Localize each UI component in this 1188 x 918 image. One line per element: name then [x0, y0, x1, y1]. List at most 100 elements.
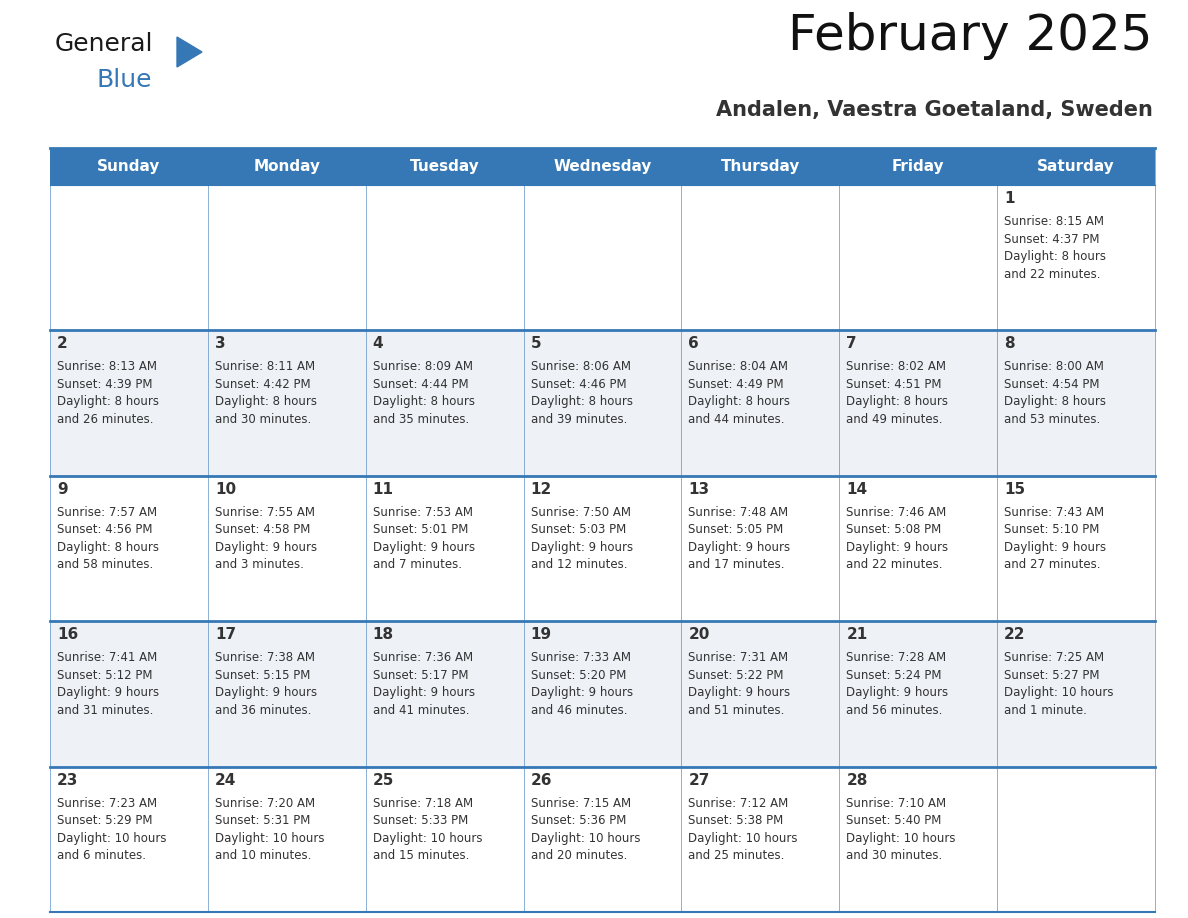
Text: Sunrise: 7:48 AM
Sunset: 5:05 PM
Daylight: 9 hours
and 17 minutes.: Sunrise: 7:48 AM Sunset: 5:05 PM Dayligh…: [688, 506, 790, 571]
Text: Sunrise: 7:36 AM
Sunset: 5:17 PM
Daylight: 9 hours
and 41 minutes.: Sunrise: 7:36 AM Sunset: 5:17 PM Dayligh…: [373, 651, 475, 717]
Text: Sunrise: 7:15 AM
Sunset: 5:36 PM
Daylight: 10 hours
and 20 minutes.: Sunrise: 7:15 AM Sunset: 5:36 PM Dayligh…: [531, 797, 640, 862]
Text: 8: 8: [1004, 336, 1015, 352]
Text: Saturday: Saturday: [1037, 159, 1116, 174]
Text: Thursday: Thursday: [721, 159, 800, 174]
Bar: [524, 767, 682, 912]
Bar: [682, 185, 839, 330]
Text: Wednesday: Wednesday: [554, 159, 652, 174]
Text: 26: 26: [531, 773, 552, 788]
Text: 14: 14: [846, 482, 867, 497]
Text: 24: 24: [215, 773, 236, 788]
Text: Sunrise: 7:46 AM
Sunset: 5:08 PM
Daylight: 9 hours
and 22 minutes.: Sunrise: 7:46 AM Sunset: 5:08 PM Dayligh…: [846, 506, 948, 571]
Bar: [50, 621, 208, 767]
Text: 18: 18: [373, 627, 394, 643]
Bar: [524, 330, 682, 476]
Text: 10: 10: [215, 482, 236, 497]
Text: Sunrise: 8:09 AM
Sunset: 4:44 PM
Daylight: 8 hours
and 35 minutes.: Sunrise: 8:09 AM Sunset: 4:44 PM Dayligh…: [373, 361, 475, 426]
Bar: [50, 330, 208, 476]
Text: 16: 16: [57, 627, 78, 643]
Text: Sunrise: 7:23 AM
Sunset: 5:29 PM
Daylight: 10 hours
and 6 minutes.: Sunrise: 7:23 AM Sunset: 5:29 PM Dayligh…: [57, 797, 166, 862]
Text: 13: 13: [688, 482, 709, 497]
Bar: [682, 330, 839, 476]
Bar: [839, 767, 997, 912]
Text: 3: 3: [215, 336, 226, 352]
Text: 4: 4: [373, 336, 384, 352]
Text: 7: 7: [846, 336, 857, 352]
Text: Sunrise: 7:20 AM
Sunset: 5:31 PM
Daylight: 10 hours
and 10 minutes.: Sunrise: 7:20 AM Sunset: 5:31 PM Dayligh…: [215, 797, 324, 862]
Text: Sunrise: 7:43 AM
Sunset: 5:10 PM
Daylight: 9 hours
and 27 minutes.: Sunrise: 7:43 AM Sunset: 5:10 PM Dayligh…: [1004, 506, 1106, 571]
Text: 11: 11: [373, 482, 393, 497]
Text: 28: 28: [846, 773, 867, 788]
Text: General: General: [55, 32, 153, 56]
Bar: [366, 767, 524, 912]
Bar: [366, 621, 524, 767]
Text: Monday: Monday: [253, 159, 321, 174]
Bar: [366, 185, 524, 330]
Bar: [997, 476, 1155, 621]
Bar: [839, 185, 997, 330]
Text: Sunrise: 8:13 AM
Sunset: 4:39 PM
Daylight: 8 hours
and 26 minutes.: Sunrise: 8:13 AM Sunset: 4:39 PM Dayligh…: [57, 361, 159, 426]
Text: 1: 1: [1004, 191, 1015, 206]
Text: Sunrise: 7:25 AM
Sunset: 5:27 PM
Daylight: 10 hours
and 1 minute.: Sunrise: 7:25 AM Sunset: 5:27 PM Dayligh…: [1004, 651, 1113, 717]
Text: Sunrise: 7:12 AM
Sunset: 5:38 PM
Daylight: 10 hours
and 25 minutes.: Sunrise: 7:12 AM Sunset: 5:38 PM Dayligh…: [688, 797, 798, 862]
Text: 6: 6: [688, 336, 700, 352]
Text: 2: 2: [57, 336, 68, 352]
Text: Blue: Blue: [97, 68, 152, 92]
Bar: [839, 330, 997, 476]
Text: Sunrise: 7:38 AM
Sunset: 5:15 PM
Daylight: 9 hours
and 36 minutes.: Sunrise: 7:38 AM Sunset: 5:15 PM Dayligh…: [215, 651, 317, 717]
Bar: [839, 621, 997, 767]
Text: Friday: Friday: [892, 159, 944, 174]
Text: Sunrise: 8:02 AM
Sunset: 4:51 PM
Daylight: 8 hours
and 49 minutes.: Sunrise: 8:02 AM Sunset: 4:51 PM Dayligh…: [846, 361, 948, 426]
Bar: [208, 330, 366, 476]
Text: Andalen, Vaestra Goetaland, Sweden: Andalen, Vaestra Goetaland, Sweden: [716, 100, 1154, 120]
Bar: [208, 767, 366, 912]
Text: Sunday: Sunday: [97, 159, 160, 174]
Text: Tuesday: Tuesday: [410, 159, 480, 174]
Bar: [682, 476, 839, 621]
Text: 25: 25: [373, 773, 394, 788]
Text: Sunrise: 7:50 AM
Sunset: 5:03 PM
Daylight: 9 hours
and 12 minutes.: Sunrise: 7:50 AM Sunset: 5:03 PM Dayligh…: [531, 506, 633, 571]
Text: 22: 22: [1004, 627, 1025, 643]
Text: 27: 27: [688, 773, 709, 788]
Text: 19: 19: [531, 627, 551, 643]
Bar: [524, 476, 682, 621]
Bar: [997, 621, 1155, 767]
Text: February 2025: February 2025: [789, 12, 1154, 60]
Polygon shape: [177, 37, 202, 67]
Bar: [997, 185, 1155, 330]
Text: 20: 20: [688, 627, 709, 643]
Bar: [50, 148, 1155, 185]
Text: 21: 21: [846, 627, 867, 643]
Text: Sunrise: 7:31 AM
Sunset: 5:22 PM
Daylight: 9 hours
and 51 minutes.: Sunrise: 7:31 AM Sunset: 5:22 PM Dayligh…: [688, 651, 790, 717]
Text: Sunrise: 7:10 AM
Sunset: 5:40 PM
Daylight: 10 hours
and 30 minutes.: Sunrise: 7:10 AM Sunset: 5:40 PM Dayligh…: [846, 797, 956, 862]
Text: 9: 9: [57, 482, 68, 497]
Text: Sunrise: 7:57 AM
Sunset: 4:56 PM
Daylight: 8 hours
and 58 minutes.: Sunrise: 7:57 AM Sunset: 4:56 PM Dayligh…: [57, 506, 159, 571]
Text: Sunrise: 8:15 AM
Sunset: 4:37 PM
Daylight: 8 hours
and 22 minutes.: Sunrise: 8:15 AM Sunset: 4:37 PM Dayligh…: [1004, 215, 1106, 281]
Text: Sunrise: 8:04 AM
Sunset: 4:49 PM
Daylight: 8 hours
and 44 minutes.: Sunrise: 8:04 AM Sunset: 4:49 PM Dayligh…: [688, 361, 790, 426]
Bar: [524, 185, 682, 330]
Text: 15: 15: [1004, 482, 1025, 497]
Text: 23: 23: [57, 773, 78, 788]
Bar: [208, 476, 366, 621]
Bar: [839, 476, 997, 621]
Bar: [50, 476, 208, 621]
Text: Sunrise: 8:06 AM
Sunset: 4:46 PM
Daylight: 8 hours
and 39 minutes.: Sunrise: 8:06 AM Sunset: 4:46 PM Dayligh…: [531, 361, 632, 426]
Bar: [997, 330, 1155, 476]
Text: Sunrise: 8:00 AM
Sunset: 4:54 PM
Daylight: 8 hours
and 53 minutes.: Sunrise: 8:00 AM Sunset: 4:54 PM Dayligh…: [1004, 361, 1106, 426]
Text: Sunrise: 7:53 AM
Sunset: 5:01 PM
Daylight: 9 hours
and 7 minutes.: Sunrise: 7:53 AM Sunset: 5:01 PM Dayligh…: [373, 506, 475, 571]
Text: 17: 17: [215, 627, 236, 643]
Bar: [366, 476, 524, 621]
Bar: [50, 767, 208, 912]
Bar: [682, 621, 839, 767]
Bar: [208, 185, 366, 330]
Text: 12: 12: [531, 482, 551, 497]
Bar: [208, 621, 366, 767]
Text: Sunrise: 7:28 AM
Sunset: 5:24 PM
Daylight: 9 hours
and 56 minutes.: Sunrise: 7:28 AM Sunset: 5:24 PM Dayligh…: [846, 651, 948, 717]
Text: Sunrise: 8:11 AM
Sunset: 4:42 PM
Daylight: 8 hours
and 30 minutes.: Sunrise: 8:11 AM Sunset: 4:42 PM Dayligh…: [215, 361, 317, 426]
Text: Sunrise: 7:33 AM
Sunset: 5:20 PM
Daylight: 9 hours
and 46 minutes.: Sunrise: 7:33 AM Sunset: 5:20 PM Dayligh…: [531, 651, 633, 717]
Bar: [682, 767, 839, 912]
Bar: [366, 330, 524, 476]
Text: Sunrise: 7:55 AM
Sunset: 4:58 PM
Daylight: 9 hours
and 3 minutes.: Sunrise: 7:55 AM Sunset: 4:58 PM Dayligh…: [215, 506, 317, 571]
Bar: [997, 767, 1155, 912]
Text: Sunrise: 7:18 AM
Sunset: 5:33 PM
Daylight: 10 hours
and 15 minutes.: Sunrise: 7:18 AM Sunset: 5:33 PM Dayligh…: [373, 797, 482, 862]
